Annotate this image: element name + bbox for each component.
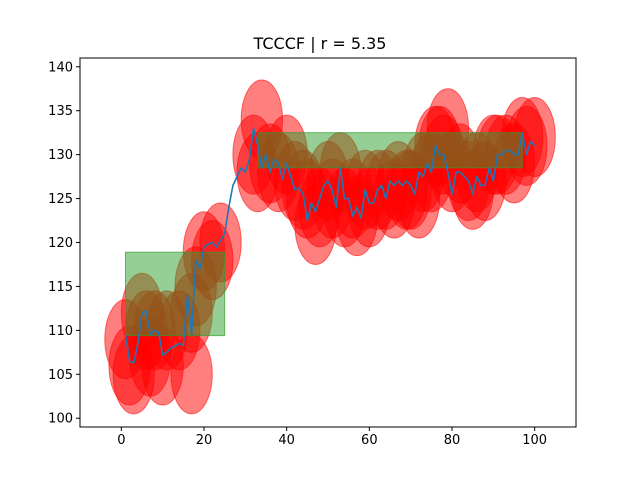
y-tick-label-135: 135 [48, 104, 73, 119]
x-tick-label-20: 20 [196, 433, 213, 448]
y-tick-label-125: 125 [48, 192, 73, 207]
y-tick-label-120: 120 [48, 236, 73, 251]
y-tick-label-115: 115 [48, 280, 73, 295]
x-tick-label-60: 60 [361, 433, 378, 448]
x-tick-label-40: 40 [278, 433, 295, 448]
x-tick-label-100: 100 [522, 433, 547, 448]
y-tick-label-105: 105 [48, 368, 73, 383]
rectangle-0 [124, 251, 226, 337]
chart-title: TCCCF | r = 5.35 [253, 34, 387, 53]
x-tick-label-80: 80 [444, 433, 461, 448]
y-tick-label-110: 110 [48, 324, 73, 339]
plot-area [104, 79, 556, 415]
rectangle-1 [257, 132, 523, 169]
series-line-0 [124, 127, 536, 364]
x-tick-label-0: 0 [117, 433, 125, 448]
plot-marks [104, 79, 556, 415]
axes: 0 20 40 60 80 100 100 105 110 115 120 125 130 135 140 [48, 57, 577, 448]
y-tick-label-100: 100 [48, 412, 73, 427]
y-tick-label-140: 140 [48, 60, 73, 75]
y-tick-label-130: 130 [48, 148, 73, 163]
